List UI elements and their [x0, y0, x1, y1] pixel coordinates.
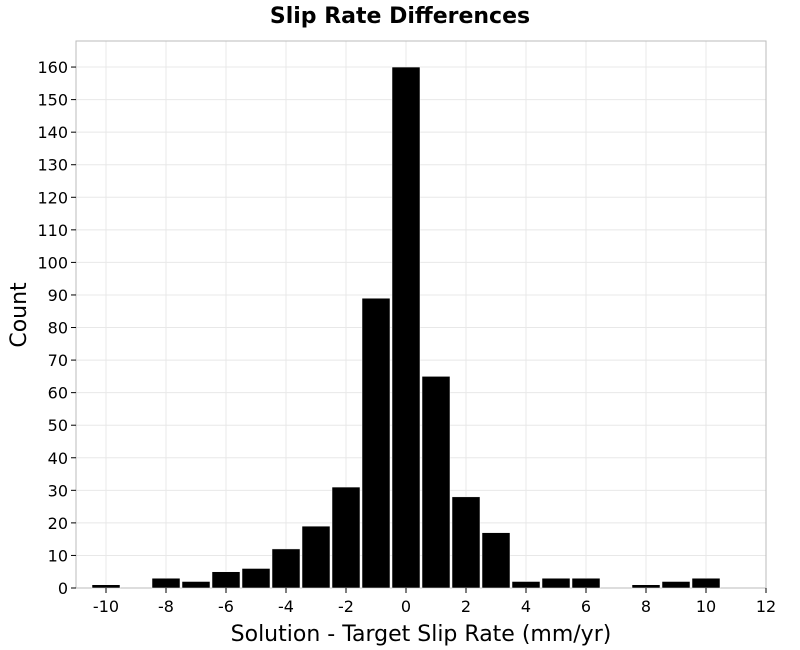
histogram-bar	[571, 577, 601, 589]
x-tick-label: -2	[338, 597, 354, 616]
x-tick-label: 8	[641, 597, 651, 616]
y-axis-label: Count	[7, 282, 32, 348]
histogram-bar	[451, 496, 481, 589]
y-tick-label: 130	[37, 156, 68, 175]
histogram-bar	[271, 548, 301, 589]
y-tick-label: 10	[48, 546, 68, 565]
y-tick-label: 160	[37, 58, 68, 77]
histogram-bar	[91, 584, 121, 589]
y-tick-label: 40	[48, 449, 68, 468]
y-tick-label: 120	[37, 188, 68, 207]
histogram-bar	[631, 584, 661, 589]
x-tick-label: 2	[461, 597, 471, 616]
x-tick-label: -4	[278, 597, 294, 616]
grid-lines	[76, 41, 767, 589]
x-tick-label: 4	[521, 597, 531, 616]
histogram-bar	[361, 297, 391, 589]
histogram-bar	[241, 568, 271, 589]
y-tick-label: 140	[37, 123, 68, 142]
x-axis-label: Solution - Target Slip Rate (mm/yr)	[231, 622, 612, 647]
histogram-bar	[481, 532, 511, 589]
y-tick-label: 110	[37, 221, 68, 240]
y-tick-label: 150	[37, 91, 68, 110]
y-tick-label: 100	[37, 253, 68, 272]
y-tick-label: 30	[48, 481, 68, 500]
y-tick-label: 80	[48, 319, 68, 338]
y-tick-label: 70	[48, 351, 68, 370]
histogram-bar	[181, 581, 211, 589]
x-tick-label: 6	[581, 597, 591, 616]
histogram-bar	[511, 581, 541, 589]
bars	[91, 66, 721, 589]
histogram-bar	[541, 577, 571, 589]
histogram-bar	[661, 581, 691, 589]
y-tick-label: 20	[48, 514, 68, 533]
y-tick-label: 90	[48, 286, 68, 305]
x-tick-label: -8	[158, 597, 174, 616]
x-tick-label: 12	[756, 597, 776, 616]
y-tick-label: 50	[48, 416, 68, 435]
y-axis-ticks: 0 10 20 30 40 50 60 70 80 90 100 110 120 130 140 150 160	[37, 58, 76, 598]
histogram-bar	[151, 577, 181, 589]
x-axis-ticks: -10 -8 -6 -4 -2 0 2 4 6 8 10 12	[93, 588, 776, 616]
x-tick-label: 0	[401, 597, 411, 616]
x-tick-label: -6	[218, 597, 234, 616]
y-tick-label: 60	[48, 384, 68, 403]
plot-frame	[75, 40, 767, 589]
histogram-bar	[391, 66, 421, 589]
x-tick-label: -10	[93, 597, 119, 616]
histogram-bar	[691, 577, 721, 589]
histogram-bar	[421, 376, 451, 589]
histogram-bar	[331, 486, 361, 589]
x-tick-label: 10	[696, 597, 716, 616]
chart-title: Slip Rate Differences	[270, 4, 530, 29]
histogram-bar	[211, 571, 241, 589]
y-tick-label: 0	[58, 579, 68, 598]
histogram-bar	[301, 525, 331, 589]
